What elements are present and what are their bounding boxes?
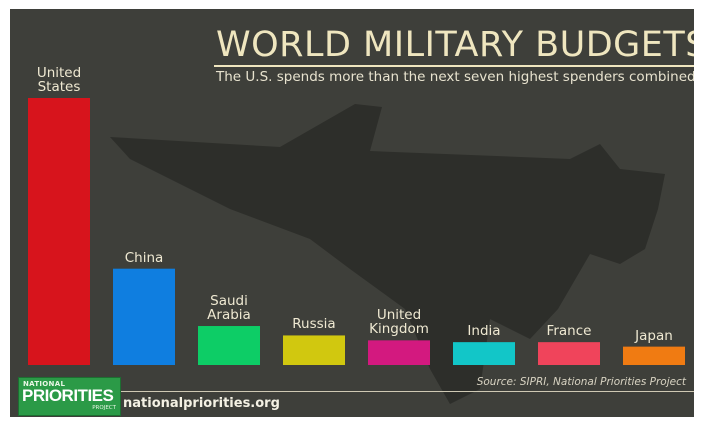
bar-china (113, 268, 175, 365)
bar-united-states (28, 98, 90, 365)
bar-label: France (546, 323, 592, 340)
bar-france (538, 342, 600, 365)
bar-label: China (124, 249, 164, 266)
website-link[interactable]: nationalpriorities.org (123, 396, 280, 411)
national-priorities-logo[interactable]: NATIONAL PRIORITIES PROJECT (18, 377, 121, 416)
jet-body-shape (110, 104, 665, 404)
footer-divider (120, 391, 694, 392)
bar-japan (623, 346, 685, 365)
bar-label: Russia (292, 316, 336, 333)
chart-canvas (28, 98, 685, 404)
logo-text-main: PRIORITIES (22, 386, 114, 405)
bar-russia (283, 335, 345, 365)
bar-label: Japan (635, 327, 673, 344)
title-divider (214, 65, 694, 67)
chart-subtitle: The U.S. spends more than the next seven… (216, 69, 694, 85)
bar-label: Saudi Arabia (207, 293, 251, 324)
logo-text-bottom: PROJECT (92, 405, 116, 411)
bar-united-kingdom (368, 340, 430, 365)
bar-label: United Kingdom (369, 307, 429, 338)
bar-label: United States (36, 65, 82, 95)
logo-text-top: NATIONAL (23, 380, 66, 388)
chart-panel: WORLD MILITARY BUDGETS The U.S. spends m… (10, 9, 694, 417)
source-note: Source: SIPRI, National Priorities Proje… (476, 376, 686, 388)
bar-label: India (467, 323, 501, 340)
jet-silhouette-image (110, 104, 665, 404)
chart-title: WORLD MILITARY BUDGETS (216, 25, 694, 65)
bar-saudi-arabia (198, 326, 260, 365)
bar-india (453, 342, 515, 365)
